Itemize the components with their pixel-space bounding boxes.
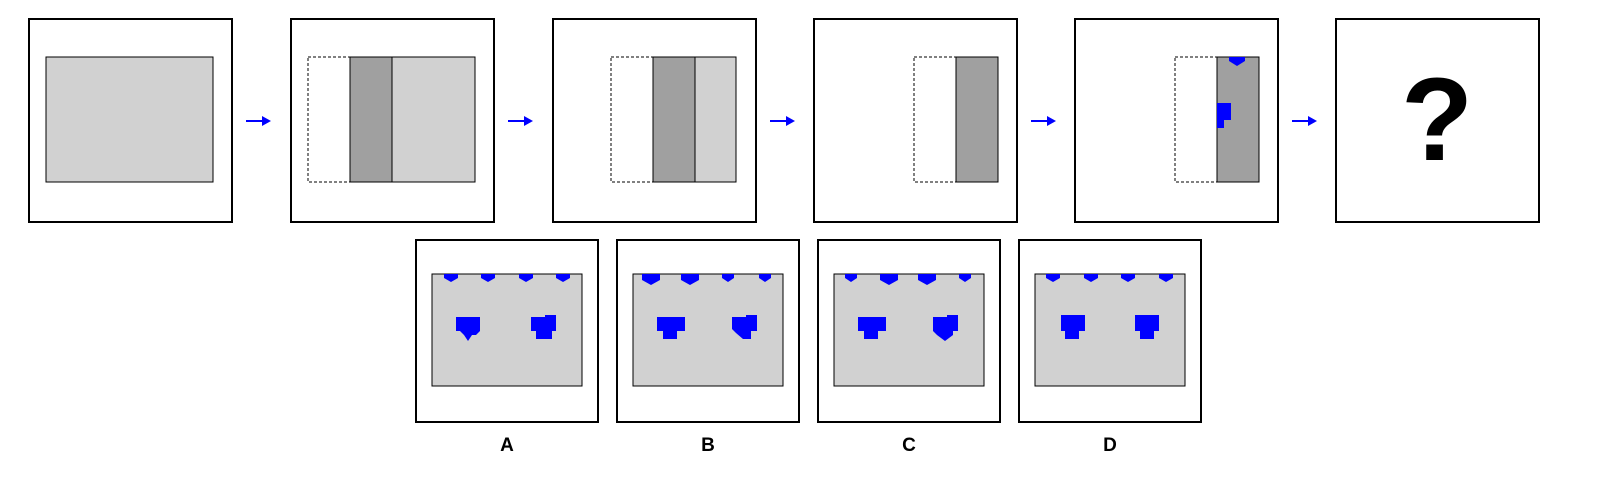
option-d-hole-top-4 — [1159, 274, 1173, 282]
option-b[interactable] — [616, 239, 800, 423]
option-c-hole-top-2 — [880, 274, 898, 285]
option-a-hole-left — [456, 317, 480, 341]
option-c-label[interactable]: C — [902, 435, 916, 456]
step-6-unknown: ? — [1335, 18, 1540, 223]
option-b-hole-top-4 — [759, 274, 771, 282]
step-4-third-fold — [813, 18, 1018, 223]
step-5-top-hole — [1229, 57, 1245, 66]
step-2-folded-flap — [349, 56, 393, 183]
option-c-hole-top-4 — [959, 274, 971, 282]
option-c-hole-right — [933, 315, 958, 341]
option-d[interactable] — [1018, 239, 1202, 423]
question-mark: ? — [1401, 54, 1473, 186]
option-a[interactable] — [415, 239, 599, 423]
option-d-hole-right — [1135, 315, 1159, 339]
option-a-paper — [431, 273, 583, 387]
option-a-hole-top-2 — [481, 274, 495, 282]
step-3-paper — [694, 56, 737, 183]
option-d-hole-top-2 — [1084, 274, 1098, 282]
option-b-hole-right — [732, 315, 757, 339]
option-a-hole-top-3 — [519, 274, 533, 282]
option-b-hole-top-1 — [642, 274, 660, 285]
step-3-second-fold — [552, 18, 757, 223]
step-5-edge-hole — [1217, 103, 1231, 128]
step-1-paper — [45, 56, 214, 183]
option-d-label[interactable]: D — [1103, 435, 1117, 456]
option-d-hole-top-1 — [1046, 274, 1060, 282]
option-b-hole-left — [657, 317, 685, 339]
step-2-paper — [391, 56, 476, 183]
option-d-paper — [1034, 273, 1186, 387]
option-b-hole-top-3 — [722, 274, 734, 282]
option-c-hole-left — [858, 317, 886, 339]
option-d-hole-top-3 — [1121, 274, 1135, 282]
step-6-frame — [1335, 18, 1540, 223]
step-4-folded-away-area — [913, 56, 957, 183]
arrow-2 — [508, 116, 533, 126]
option-b-label[interactable]: B — [701, 435, 715, 456]
step-1-unfolded-paper — [28, 18, 233, 223]
arrow-5 — [1292, 116, 1317, 126]
arrow-4 — [1031, 116, 1056, 126]
step-4-folded-paper — [955, 56, 999, 183]
step-2-first-fold — [290, 18, 495, 223]
option-d-hole-left — [1061, 315, 1085, 339]
arrow-3 — [770, 116, 795, 126]
step-3-folded-away-area — [610, 56, 654, 183]
option-a-hole-top-1 — [444, 274, 458, 282]
option-c-paper — [833, 273, 985, 387]
option-a-label[interactable]: A — [500, 435, 514, 456]
option-c-hole-top-3 — [918, 274, 936, 285]
option-b-hole-top-2 — [681, 274, 699, 285]
option-a-hole-right — [531, 315, 556, 339]
option-a-hole-top-4 — [556, 274, 570, 282]
step-5-punched — [1074, 18, 1279, 223]
option-c-hole-top-1 — [845, 274, 857, 282]
option-b-paper — [632, 273, 784, 387]
step-2-folded-away-area — [307, 56, 351, 183]
step-5-folded-away-area — [1174, 56, 1218, 183]
step-3-folded-flap — [652, 56, 696, 183]
option-c[interactable] — [817, 239, 1001, 423]
arrow-1 — [246, 116, 271, 126]
